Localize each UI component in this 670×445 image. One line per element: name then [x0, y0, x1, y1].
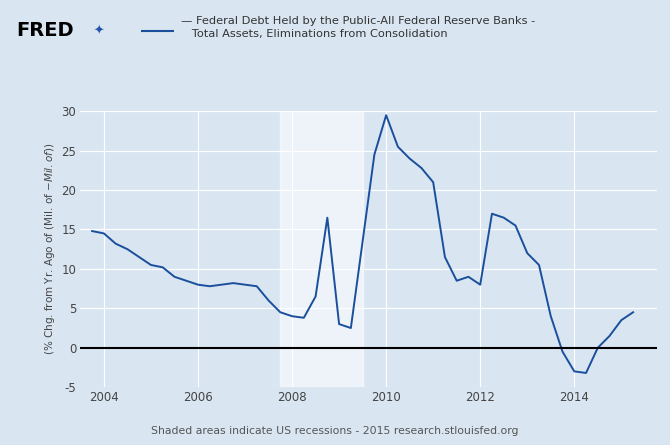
Text: — Federal Debt Held by the Public-All Federal Reserve Banks -: — Federal Debt Held by the Public-All Fe…	[181, 16, 535, 25]
Text: ✦: ✦	[94, 24, 104, 37]
Text: Total Assets, Eliminations from Consolidation: Total Assets, Eliminations from Consolid…	[181, 29, 448, 39]
Y-axis label: (% Chg. from Yr. Ago of (Mil. of $-Mil. of $)): (% Chg. from Yr. Ago of (Mil. of $-Mil. …	[43, 143, 57, 355]
Text: Shaded areas indicate US recessions - 2015 research.stlouisfed.org: Shaded areas indicate US recessions - 20…	[151, 426, 519, 436]
Bar	[280, 111, 362, 387]
Text: FRED: FRED	[16, 21, 74, 40]
